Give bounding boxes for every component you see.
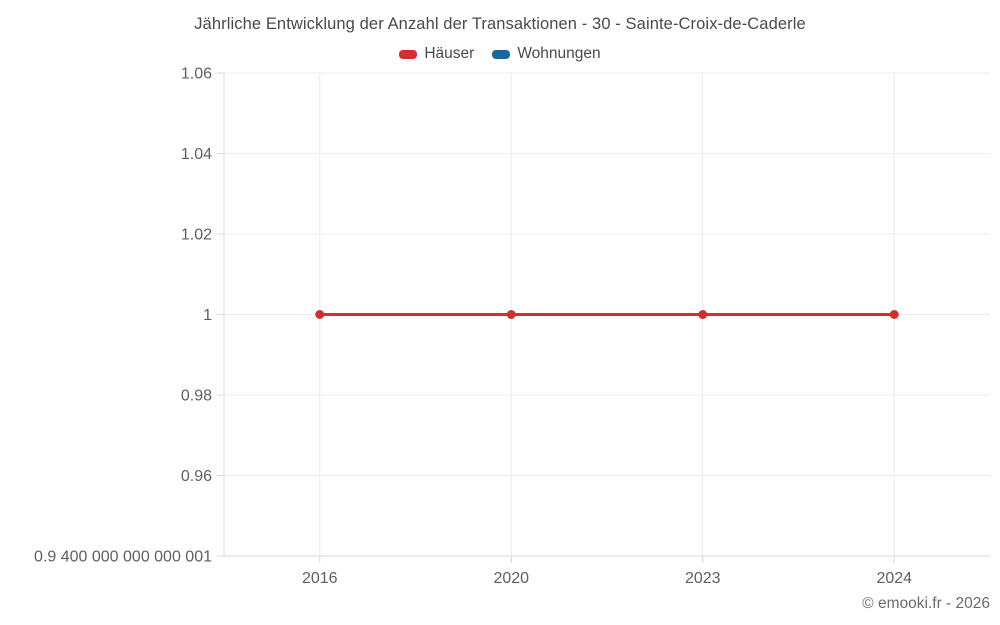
- y-tick-label: 1.02: [181, 227, 212, 244]
- x-tick-label: 2020: [493, 570, 529, 587]
- series-point-häuser: [506, 310, 516, 319]
- y-tick-label: 1.06: [181, 66, 212, 83]
- legend-swatch-icon: [492, 49, 511, 59]
- x-tick-label: 2016: [302, 570, 338, 587]
- x-tick-label: 2023: [685, 570, 721, 587]
- series-point-häuser: [889, 310, 899, 319]
- y-tick-label: 0.96: [181, 468, 212, 485]
- legend-item-wohnungen[interactable]: Wohnungen: [492, 45, 601, 63]
- copyright: © emooki.fr - 2026: [862, 595, 990, 612]
- y-tick-label: 1: [203, 307, 212, 324]
- y-tick-label: 0.98: [181, 388, 212, 405]
- series-point-häuser: [315, 310, 325, 319]
- legend-label: Häuser: [424, 45, 475, 62]
- legend-label: Wohnungen: [517, 45, 601, 62]
- x-tick-label: 2024: [876, 570, 912, 587]
- chart-title: Jährliche Entwicklung der Anzahl der Tra…: [194, 15, 806, 33]
- series-point-häuser: [698, 310, 708, 319]
- legend-item-häuser[interactable]: Häuser: [399, 45, 474, 63]
- legend: Häuser Wohnungen: [0, 45, 1000, 63]
- y-tick-label: 1.04: [181, 146, 212, 163]
- legend-swatch-icon: [399, 49, 418, 59]
- y-tick-label: 0.9 400 000 000 000 001: [34, 549, 212, 566]
